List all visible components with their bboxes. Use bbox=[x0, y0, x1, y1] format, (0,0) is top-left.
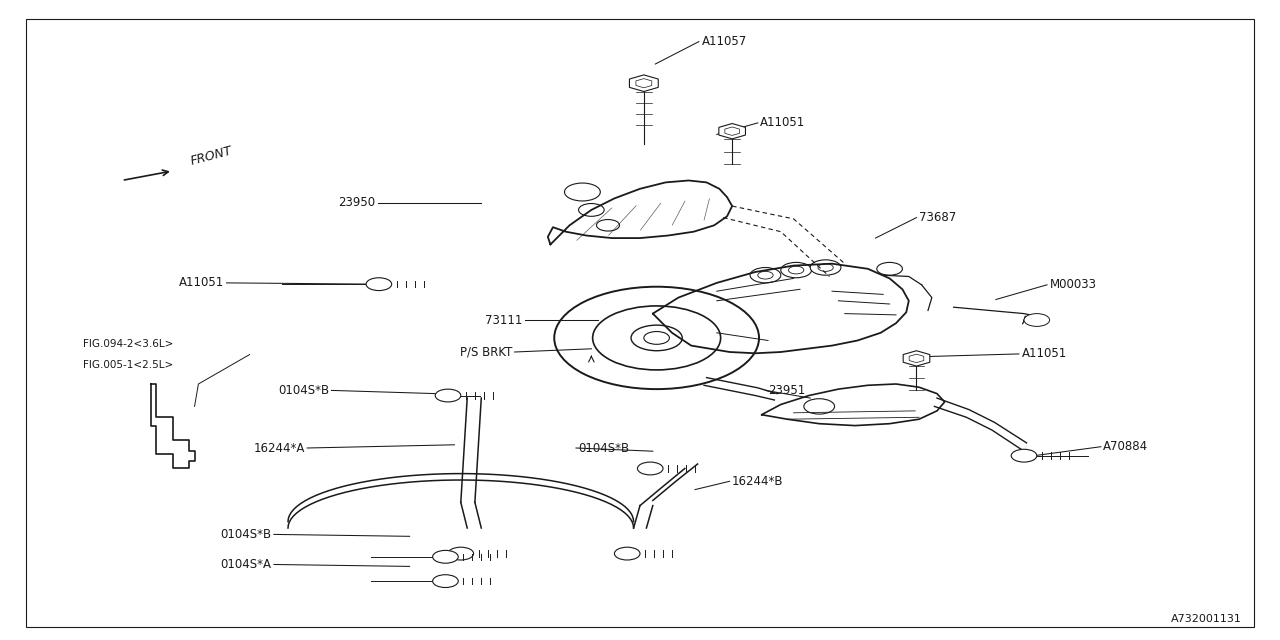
Text: A11057: A11057 bbox=[701, 35, 746, 48]
Text: 73111: 73111 bbox=[485, 314, 522, 326]
Text: 16244*A: 16244*A bbox=[253, 442, 305, 454]
Text: 0104S*B: 0104S*B bbox=[579, 442, 630, 454]
Text: A11051: A11051 bbox=[760, 116, 805, 129]
Circle shape bbox=[750, 268, 781, 283]
Polygon shape bbox=[904, 351, 929, 366]
Text: A11051: A11051 bbox=[1021, 348, 1066, 360]
Text: A11051: A11051 bbox=[179, 276, 224, 289]
Circle shape bbox=[564, 183, 600, 201]
Circle shape bbox=[433, 575, 458, 588]
Text: FRONT: FRONT bbox=[189, 144, 234, 168]
Circle shape bbox=[596, 220, 620, 231]
Text: 0104S*B: 0104S*B bbox=[278, 384, 329, 397]
Polygon shape bbox=[630, 75, 658, 92]
Circle shape bbox=[810, 260, 841, 275]
Text: 16244*B: 16244*B bbox=[732, 475, 783, 488]
Circle shape bbox=[579, 204, 604, 216]
Circle shape bbox=[433, 550, 458, 563]
Circle shape bbox=[448, 547, 474, 560]
Circle shape bbox=[781, 262, 812, 278]
Circle shape bbox=[804, 399, 835, 414]
Polygon shape bbox=[719, 124, 745, 139]
Text: 0104S*B: 0104S*B bbox=[220, 528, 271, 541]
Text: 23951: 23951 bbox=[768, 384, 805, 397]
Circle shape bbox=[637, 462, 663, 475]
Text: 73687: 73687 bbox=[919, 211, 956, 224]
Text: FIG.005-1<2.5L>: FIG.005-1<2.5L> bbox=[83, 360, 174, 370]
Text: P/S BRKT: P/S BRKT bbox=[460, 346, 512, 358]
Text: A732001131: A732001131 bbox=[1171, 614, 1242, 624]
Text: M00033: M00033 bbox=[1050, 278, 1097, 291]
Circle shape bbox=[366, 278, 392, 291]
Circle shape bbox=[877, 262, 902, 275]
Circle shape bbox=[1024, 314, 1050, 326]
Text: A70884: A70884 bbox=[1103, 440, 1148, 453]
Circle shape bbox=[614, 547, 640, 560]
Text: 0104S*A: 0104S*A bbox=[220, 558, 271, 571]
Circle shape bbox=[1011, 449, 1037, 462]
Text: 23950: 23950 bbox=[338, 196, 375, 209]
Text: FIG.094-2<3.6L>: FIG.094-2<3.6L> bbox=[83, 339, 174, 349]
Circle shape bbox=[435, 389, 461, 402]
